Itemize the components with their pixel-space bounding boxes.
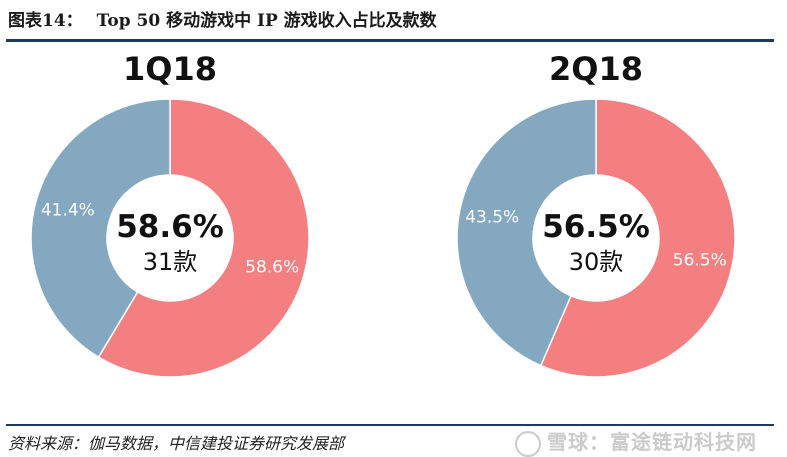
figure-title: 图表14： Top 50 移动游戏中 IP 游戏收入占比及款数: [8, 6, 437, 31]
center-count-2q18: 30款: [569, 248, 624, 276]
source-note: 资料来源：伽马数据，中信建投证券研究发展部: [8, 434, 345, 453]
slice-label-1q18-other: 41.4%: [41, 201, 95, 221]
figure-title-text: Top 50 移动游戏中 IP 游戏收入占比及款数: [96, 11, 437, 31]
figure-number: 图表14：: [8, 11, 83, 31]
donut-chart-1q18: 1Q18 58.6% 41.4% 58.6% 31款: [30, 50, 310, 378]
top-divider: [6, 39, 774, 42]
slice-label-2q18-ip: 56.5%: [673, 250, 727, 270]
bottom-divider: [6, 424, 774, 426]
chart-title-1q18: 1Q18: [123, 50, 217, 88]
slice-2q18-ip: [539, 98, 736, 378]
donut-chart-2q18: 2Q18 56.5% 43.5% 56.5% 30款: [456, 50, 736, 378]
center-percent-1q18: 58.6%: [116, 209, 224, 245]
slice-label-2q18-other: 43.5%: [465, 208, 519, 228]
center-percent-2q18: 56.5%: [542, 209, 650, 245]
slice-1q18-ip: [97, 98, 310, 378]
watermark: 雪球：富途链动科技网: [515, 426, 757, 457]
watermark-text: 雪球：富途链动科技网: [547, 430, 757, 454]
slice-2q18-other: [456, 98, 597, 367]
center-count-1q18: 31款: [143, 248, 198, 276]
slice-label-1q18-ip: 58.6%: [245, 257, 299, 277]
snowball-logo-icon: [515, 430, 541, 457]
chart-title-2q18: 2Q18: [549, 50, 643, 88]
slice-1q18-other: [30, 98, 171, 359]
